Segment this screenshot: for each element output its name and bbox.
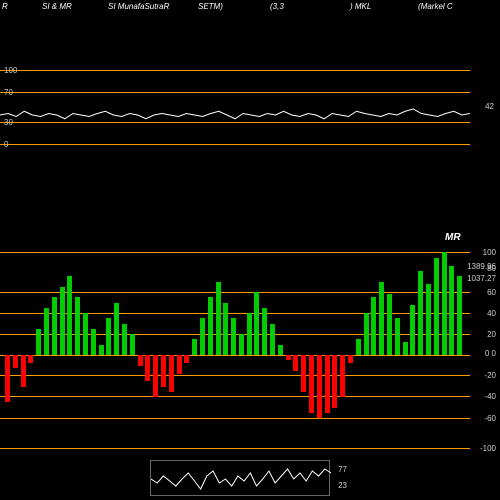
mr-bar	[317, 355, 322, 418]
mr-bar	[239, 334, 244, 355]
mr-bar	[340, 355, 345, 397]
hdr-5: ) MKL	[350, 2, 371, 11]
axis-label: -40	[484, 392, 496, 401]
mr-bar	[28, 355, 33, 363]
mr-bar	[145, 355, 150, 381]
mr-bar	[286, 355, 291, 360]
mr-bar	[449, 266, 454, 355]
mr-bar	[177, 355, 182, 374]
hdr-1: SI & MR	[42, 2, 72, 11]
axis-label: 20	[487, 330, 496, 339]
mr-bar	[325, 355, 330, 413]
mr-bar	[348, 355, 353, 363]
mr-bar	[184, 355, 189, 363]
axis-label: -100	[480, 444, 496, 453]
mr-bar	[216, 282, 221, 356]
mr-bar	[114, 303, 119, 356]
gridline	[0, 448, 470, 449]
mr-bar	[153, 355, 158, 397]
mr-bar-panel: 1001389.96801037.276040200 0-20-40-60-10…	[0, 250, 470, 450]
mr-bar	[262, 308, 267, 355]
gridline	[0, 375, 470, 376]
mr-bar	[270, 324, 275, 356]
rsi-current-value: 42	[485, 102, 494, 111]
axis-label: 1037.27	[467, 274, 496, 283]
mr-bar	[418, 271, 423, 355]
mr-bar	[442, 252, 447, 355]
axis-label: 0 0	[485, 349, 496, 358]
mr-bar	[44, 308, 49, 355]
hdr-4: (3,3	[270, 2, 284, 11]
rsi-panel: 1007030042	[0, 70, 470, 145]
mr-bar	[106, 318, 111, 355]
chart-header: R SI & MR SI MunafaSutraR SETM) (3,3 ) M…	[0, 2, 500, 16]
mr-bar	[457, 276, 462, 355]
mr-bar	[83, 313, 88, 355]
mr-bar	[13, 355, 18, 368]
gridline	[0, 252, 470, 253]
axis-label: 40	[487, 309, 496, 318]
hdr-3: SETM)	[198, 2, 223, 11]
axis-label: -20	[484, 371, 496, 380]
mr-bar	[254, 292, 259, 355]
hdr-0: R	[2, 2, 8, 11]
mr-bar	[122, 324, 127, 356]
mr-bar	[247, 313, 252, 355]
axis-label: 80	[487, 264, 496, 273]
axis-label: 100	[483, 248, 496, 257]
mr-bar	[36, 329, 41, 355]
mr-bar	[208, 297, 213, 355]
axis-label: 60	[487, 288, 496, 297]
mr-bar	[309, 355, 314, 413]
mr-bar	[231, 318, 236, 355]
gridline	[0, 418, 470, 419]
mr-bar	[387, 294, 392, 355]
mr-bar	[67, 276, 72, 355]
mr-bar	[161, 355, 166, 387]
mr-bar	[356, 339, 361, 355]
mr-bar	[364, 313, 369, 355]
mr-bar	[75, 297, 80, 355]
mr-bar	[410, 305, 415, 355]
mr-label: MR	[445, 232, 461, 243]
mr-bar	[200, 318, 205, 355]
mr-bar	[301, 355, 306, 392]
mr-bar	[21, 355, 26, 387]
mini-axis-label: 23	[338, 481, 347, 490]
mr-bar	[293, 355, 298, 371]
hdr-2: SI MunafaSutraR	[108, 2, 169, 11]
mr-bar	[130, 334, 135, 355]
gridline	[0, 355, 470, 356]
axis-label: -60	[484, 414, 496, 423]
mr-bar	[5, 355, 10, 402]
mini-axis-label: 77	[338, 465, 347, 474]
mr-bar	[395, 318, 400, 355]
mr-bar	[99, 345, 104, 356]
mr-bar	[192, 339, 197, 355]
gridline	[0, 396, 470, 397]
mr-bar	[223, 303, 228, 356]
mr-bar	[379, 282, 384, 356]
mr-bar	[278, 345, 283, 356]
mr-bar	[371, 297, 376, 355]
mr-bar	[91, 329, 96, 355]
mr-bar	[403, 342, 408, 355]
mini-line	[151, 469, 331, 489]
mr-bar	[169, 355, 174, 392]
mr-bar	[52, 297, 57, 355]
rsi-line	[0, 109, 470, 119]
hdr-6: (Markel C	[418, 2, 453, 11]
mr-bar	[60, 287, 65, 355]
mr-bar	[434, 258, 439, 355]
mr-bar	[138, 355, 143, 366]
mini-oscillator-panel: 7723	[150, 460, 330, 496]
mr-bar	[426, 284, 431, 355]
mr-bar	[332, 355, 337, 408]
